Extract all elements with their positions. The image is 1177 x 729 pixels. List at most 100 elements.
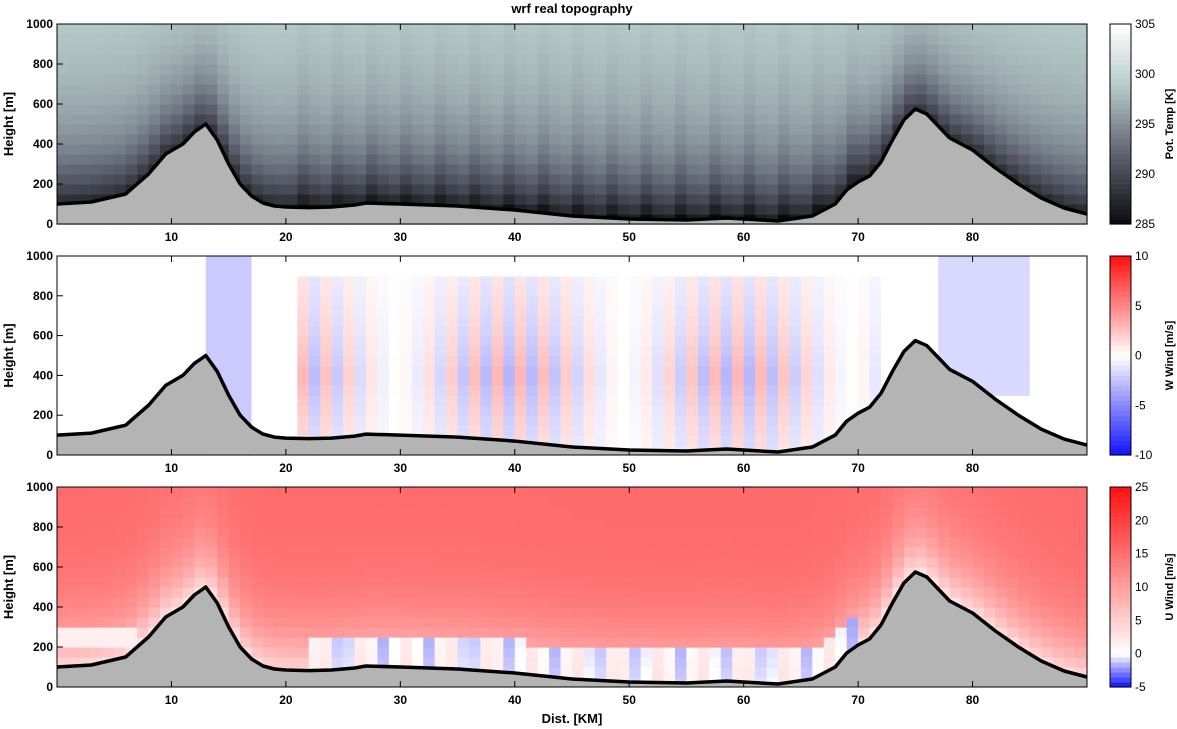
heatmap-cell (720, 94, 733, 105)
heatmap-cell (331, 164, 344, 175)
heatmap-cell (892, 74, 905, 85)
heatmap-cell (423, 567, 436, 578)
heatmap-cell (503, 517, 516, 528)
heatmap-cell (102, 597, 115, 608)
heatmap-cell (308, 405, 321, 416)
heatmap-cell (1006, 375, 1019, 386)
heatmap-cell (182, 587, 195, 598)
heatmap-cell (469, 256, 482, 267)
heatmap-cell (503, 74, 516, 85)
heatmap-cell (171, 497, 184, 508)
heatmap-cell (594, 355, 607, 367)
heatmap-cell (686, 164, 699, 175)
heatmap-cell (640, 34, 653, 45)
heatmap-cell (331, 34, 344, 45)
heatmap-cell (274, 517, 287, 528)
heatmap-cell (457, 34, 470, 45)
heatmap-cell (594, 497, 607, 508)
heatmap-cell (320, 164, 333, 175)
heatmap-cell (434, 124, 447, 135)
heatmap-cell (114, 415, 127, 426)
heatmap-cell (926, 265, 939, 277)
heatmap-cell (915, 325, 928, 337)
heatmap-cell (331, 84, 344, 95)
heatmap-cell (812, 335, 825, 347)
heatmap-cell (377, 405, 390, 416)
heatmap-cell (560, 164, 573, 175)
heatmap-cell (984, 154, 997, 165)
heatmap-cell (1064, 184, 1077, 195)
heatmap-cell (732, 487, 745, 498)
heatmap-cell (766, 74, 779, 85)
heatmap-cell (354, 537, 367, 548)
heatmap-cell (400, 134, 413, 145)
heatmap-cell (663, 104, 676, 115)
heatmap-cell (377, 315, 390, 327)
heatmap-cell (629, 637, 642, 648)
heatmap-cell (583, 577, 596, 588)
heatmap-cell (972, 104, 985, 115)
heatmap-cell (686, 305, 699, 317)
heatmap-cell (766, 305, 779, 317)
heatmap-cell (617, 425, 630, 436)
heatmap-cell (778, 395, 791, 406)
y-tick-label: 800 (33, 289, 53, 303)
heatmap-cell (79, 335, 92, 347)
heatmap-cell (331, 44, 344, 55)
heatmap-cell (114, 617, 127, 628)
heatmap-cell (503, 647, 516, 658)
heatmap-cell (583, 104, 596, 115)
heatmap-cell (377, 74, 390, 85)
heatmap-cell (297, 587, 310, 598)
heatmap-cell (594, 325, 607, 337)
heatmap-cell (835, 395, 848, 406)
heatmap-cell (366, 537, 379, 548)
heatmap-cell (984, 305, 997, 317)
heatmap-cell (1041, 305, 1054, 317)
heatmap-cell (789, 144, 802, 155)
heatmap-cell (606, 375, 619, 386)
heatmap-cell (228, 487, 241, 498)
heatmap-cell (594, 487, 607, 498)
heatmap-cell (766, 24, 779, 35)
heatmap-cell (240, 487, 253, 498)
heatmap-cell (697, 34, 710, 45)
heatmap-cell (949, 275, 962, 287)
heatmap-cell (240, 84, 253, 95)
heatmap-cell (1041, 375, 1054, 386)
heatmap-cell (354, 174, 367, 185)
heatmap-cell (1052, 285, 1065, 297)
heatmap-cell (549, 24, 562, 35)
heatmap-cell (274, 84, 287, 95)
heatmap-cell (79, 385, 92, 396)
heatmap-cell (675, 537, 688, 548)
heatmap-cell (457, 657, 470, 668)
heatmap-cell (57, 325, 70, 337)
heatmap-cell (194, 537, 207, 548)
heatmap-cell (652, 567, 665, 578)
heatmap-cell (263, 425, 276, 436)
heatmap-cell (331, 256, 344, 267)
heatmap-cell (583, 435, 596, 446)
heatmap-cell (697, 497, 710, 508)
heatmap-cell (606, 295, 619, 307)
heatmap-cell (560, 94, 573, 105)
heatmap-cell (446, 557, 459, 568)
heatmap-cell (1006, 134, 1019, 145)
heatmap-cell (366, 114, 379, 125)
heatmap-cell (274, 547, 287, 558)
heatmap-cell (995, 365, 1008, 376)
heatmap-cell (308, 537, 321, 548)
heatmap-cell (400, 275, 413, 287)
heatmap-cell (743, 325, 756, 337)
heatmap-cell (434, 84, 447, 95)
heatmap-cell (594, 647, 607, 658)
heatmap-cell (194, 487, 207, 498)
heatmap-cell (1018, 144, 1031, 155)
heatmap-cell (766, 124, 779, 135)
heatmap-cell (343, 174, 356, 185)
heatmap-cell (572, 547, 585, 558)
heatmap-cell (606, 355, 619, 367)
heatmap-cell (148, 487, 161, 498)
colorbar-segment (1110, 256, 1131, 262)
